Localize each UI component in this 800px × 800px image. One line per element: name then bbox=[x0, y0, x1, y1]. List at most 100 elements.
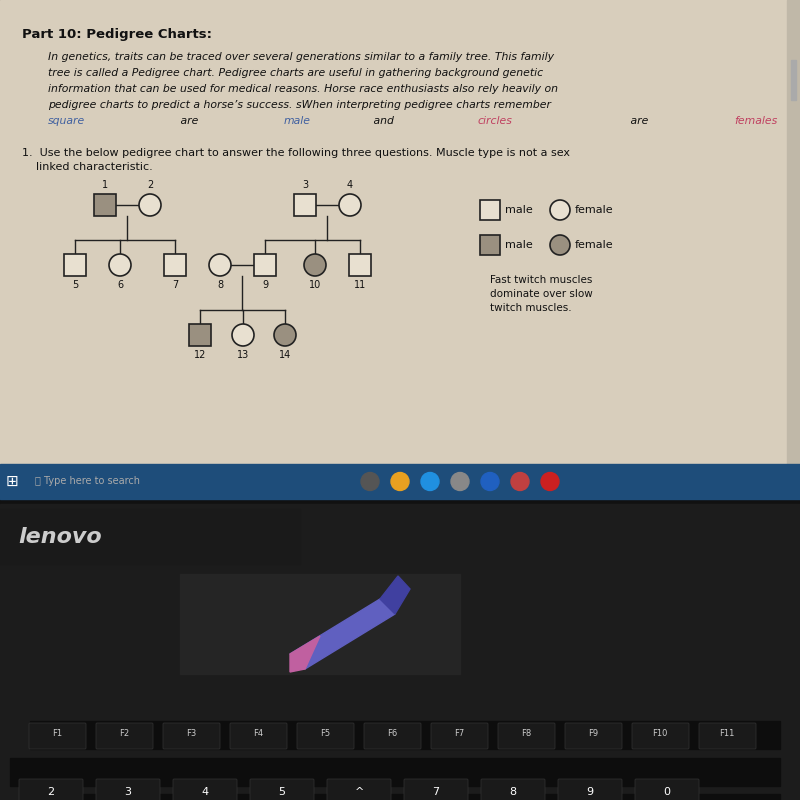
Circle shape bbox=[339, 194, 361, 216]
Text: F4: F4 bbox=[253, 730, 263, 738]
FancyBboxPatch shape bbox=[163, 723, 220, 749]
FancyBboxPatch shape bbox=[230, 723, 287, 749]
FancyBboxPatch shape bbox=[431, 723, 488, 749]
Text: F9: F9 bbox=[588, 730, 598, 738]
FancyBboxPatch shape bbox=[699, 723, 756, 749]
Text: F6: F6 bbox=[387, 730, 397, 738]
FancyBboxPatch shape bbox=[250, 779, 314, 800]
Circle shape bbox=[232, 324, 254, 346]
Text: pedigree charts to predict a horse’s success. sWhen interpreting pedigree charts: pedigree charts to predict a horse’s suc… bbox=[48, 100, 551, 110]
Text: F7: F7 bbox=[454, 730, 464, 738]
Bar bbox=[349, 254, 371, 276]
Bar bbox=[791, 60, 796, 100]
Text: ^: ^ bbox=[354, 787, 364, 797]
Text: tree is called a Pedigree chart. Pedigree charts are useful in gathering backgro: tree is called a Pedigree chart. Pedigre… bbox=[48, 68, 543, 78]
Text: 3: 3 bbox=[125, 787, 131, 797]
Bar bbox=[189, 324, 211, 346]
Text: 0: 0 bbox=[663, 787, 670, 797]
FancyBboxPatch shape bbox=[19, 779, 83, 800]
FancyBboxPatch shape bbox=[29, 723, 86, 749]
Text: Fast twitch muscles
dominate over slow
twitch muscles.: Fast twitch muscles dominate over slow t… bbox=[490, 275, 593, 313]
Text: F1: F1 bbox=[52, 730, 62, 738]
Text: 3: 3 bbox=[302, 180, 308, 190]
Text: In genetics, traits can be traced over several generations similar to a family t: In genetics, traits can be traced over s… bbox=[48, 52, 554, 62]
Text: 4: 4 bbox=[202, 787, 209, 797]
Text: 9: 9 bbox=[262, 280, 268, 290]
Text: circles: circles bbox=[477, 116, 512, 126]
Text: Part 10: Pedigree Charts:: Part 10: Pedigree Charts: bbox=[22, 28, 212, 41]
Text: are: are bbox=[177, 116, 202, 126]
Text: 7: 7 bbox=[433, 787, 439, 797]
Bar bbox=[787, 0, 800, 464]
Text: ⊞: ⊞ bbox=[6, 474, 18, 489]
Bar bbox=[254, 254, 276, 276]
Text: 🔍 Type here to search: 🔍 Type here to search bbox=[35, 477, 140, 486]
Text: 8: 8 bbox=[510, 787, 517, 797]
Text: 1: 1 bbox=[102, 180, 108, 190]
FancyBboxPatch shape bbox=[565, 723, 622, 749]
Text: are: are bbox=[627, 116, 652, 126]
Text: 14: 14 bbox=[279, 350, 291, 360]
Text: F11: F11 bbox=[719, 730, 734, 738]
Circle shape bbox=[550, 200, 570, 220]
FancyBboxPatch shape bbox=[558, 779, 622, 800]
Text: 5: 5 bbox=[278, 787, 286, 797]
Text: female: female bbox=[575, 240, 614, 250]
Circle shape bbox=[209, 254, 231, 276]
Text: 8: 8 bbox=[217, 280, 223, 290]
Bar bbox=[480, 200, 500, 220]
FancyBboxPatch shape bbox=[96, 779, 160, 800]
Text: F8: F8 bbox=[521, 730, 531, 738]
FancyBboxPatch shape bbox=[481, 779, 545, 800]
Text: 11: 11 bbox=[354, 280, 366, 290]
Bar bbox=[0, 509, 300, 564]
Circle shape bbox=[511, 473, 529, 490]
Text: linked characteristic.: linked characteristic. bbox=[22, 162, 153, 172]
Text: 7: 7 bbox=[172, 280, 178, 290]
Text: F2: F2 bbox=[119, 730, 129, 738]
Bar bbox=[20, 794, 780, 800]
Text: and: and bbox=[370, 116, 397, 126]
FancyBboxPatch shape bbox=[327, 779, 391, 800]
Text: female: female bbox=[575, 205, 614, 215]
Bar bbox=[10, 758, 780, 786]
FancyBboxPatch shape bbox=[96, 723, 153, 749]
FancyBboxPatch shape bbox=[404, 779, 468, 800]
Text: 12: 12 bbox=[194, 350, 206, 360]
Bar bbox=[180, 574, 460, 674]
Text: 6: 6 bbox=[117, 280, 123, 290]
Circle shape bbox=[109, 254, 131, 276]
Text: information that can be used for medical reasons. Horse race enthusiasts also re: information that can be used for medical… bbox=[48, 84, 558, 94]
FancyBboxPatch shape bbox=[173, 779, 237, 800]
Text: 4: 4 bbox=[347, 180, 353, 190]
FancyBboxPatch shape bbox=[297, 723, 354, 749]
Circle shape bbox=[541, 473, 559, 490]
FancyBboxPatch shape bbox=[364, 723, 421, 749]
Bar bbox=[30, 721, 780, 749]
Circle shape bbox=[304, 254, 326, 276]
Circle shape bbox=[274, 324, 296, 346]
Text: F5: F5 bbox=[320, 730, 330, 738]
FancyBboxPatch shape bbox=[635, 779, 699, 800]
Circle shape bbox=[481, 473, 499, 490]
Polygon shape bbox=[290, 636, 320, 672]
Circle shape bbox=[451, 473, 469, 490]
Text: 1.  Use the below pedigree chart to answer the following three questions. Muscle: 1. Use the below pedigree chart to answe… bbox=[22, 148, 570, 158]
FancyBboxPatch shape bbox=[498, 723, 555, 749]
Bar bbox=[94, 194, 116, 216]
Text: male: male bbox=[505, 240, 533, 250]
Circle shape bbox=[421, 473, 439, 490]
Bar bbox=[294, 194, 316, 216]
Text: 5: 5 bbox=[72, 280, 78, 290]
Bar bbox=[0, 464, 800, 499]
Text: 13: 13 bbox=[237, 350, 249, 360]
Text: 2: 2 bbox=[147, 180, 153, 190]
Text: square: square bbox=[48, 116, 86, 126]
Polygon shape bbox=[290, 599, 395, 669]
Bar bbox=[0, 504, 800, 800]
Text: male: male bbox=[284, 116, 311, 126]
Text: F10: F10 bbox=[652, 730, 668, 738]
Polygon shape bbox=[380, 576, 410, 614]
Text: 9: 9 bbox=[586, 787, 594, 797]
Text: 10: 10 bbox=[309, 280, 321, 290]
